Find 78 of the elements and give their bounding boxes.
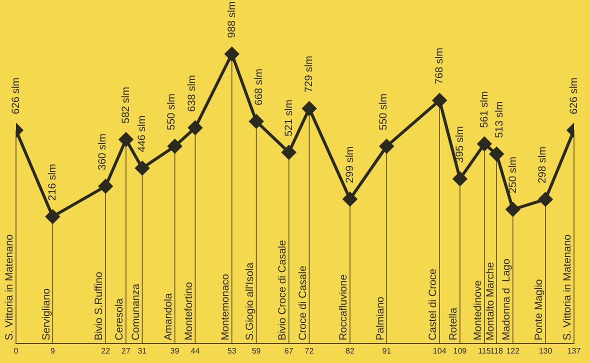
text: Bivio Croce di Casale (276, 240, 289, 340)
text: Rotella (448, 308, 460, 340)
text: Madonna d Lago (500, 258, 513, 340)
data-label: 550 slm (378, 93, 390, 130)
data-label: 360 slm (96, 133, 108, 170)
x-tick-label: 22 (101, 346, 111, 356)
data-label: 550 slm (166, 93, 178, 130)
data-label: 561 slm (478, 90, 490, 128)
data-label: 513 slm (494, 101, 506, 138)
x-tick-label: 53 (227, 346, 237, 356)
point (98, 179, 113, 194)
text: S. Vittoria in Matenano (562, 234, 574, 340)
point (490, 147, 504, 162)
data-label: 446 slm (136, 115, 148, 152)
text: Ceresola (114, 298, 126, 340)
x-tick-label: 118 (490, 346, 504, 356)
point (506, 202, 520, 216)
text: Castel di Croce (427, 268, 440, 340)
data-label: 626 slm (568, 77, 580, 114)
point (118, 132, 133, 147)
data-label: 299 slm (344, 146, 356, 184)
text: Palmiano (374, 296, 386, 340)
text: Montefortino (182, 282, 195, 340)
x-tick-label: 31 (138, 346, 148, 356)
data-label: 626 slm (10, 77, 22, 114)
data-label: 668 slm (253, 68, 266, 106)
text: Amandola (162, 292, 174, 340)
text: Bivio S.Ruffino (93, 272, 106, 340)
x-tick-label: 91 (382, 346, 392, 356)
data-label: 395 slm (454, 126, 466, 163)
text: Montemonaco (220, 274, 232, 340)
x-tick-label: 67 (284, 346, 294, 356)
data-label: 988 slm (226, 0, 238, 38)
data-label: 216 slm (46, 164, 59, 201)
x-tick-label: 0 (14, 346, 19, 356)
x-tick-label: 104 (432, 346, 447, 356)
point (538, 192, 552, 206)
text: Croce di Casale (296, 266, 309, 340)
text: Ponte Maglio (533, 278, 546, 340)
data-label: 729 slm (303, 56, 316, 93)
point (168, 139, 182, 154)
text: Montedinove (472, 280, 484, 340)
text: Montalto Marche (484, 262, 496, 340)
point (432, 93, 447, 108)
x-tick-label: 44 (190, 346, 200, 356)
x-tick-label: 122 (506, 346, 520, 356)
x-tick-label: 39 (170, 346, 180, 356)
data-label: 768 slm (433, 47, 446, 84)
point (188, 120, 202, 135)
x-tick-label: 137 (567, 346, 582, 356)
data-label: 638 slm (186, 74, 198, 112)
x-tick-label: 115 (478, 346, 492, 356)
x-tick-label: 109 (453, 346, 468, 356)
point (302, 102, 316, 116)
data-label: 298 slm (536, 146, 548, 184)
text: S.Giogio all'Isola (244, 262, 256, 340)
text: Roccafluvione (338, 274, 350, 340)
point (282, 145, 296, 160)
x-tick-label: 59 (252, 346, 262, 356)
text: Servigliano (40, 288, 52, 340)
point (249, 114, 264, 128)
point (224, 47, 239, 61)
data-label: 582 slm (120, 86, 132, 124)
x-tick-label: 72 (304, 346, 314, 356)
point (342, 192, 357, 206)
x-tick-label: 27 (122, 346, 131, 356)
text: S. Vittoria in Matenano (4, 234, 16, 340)
point (380, 139, 394, 154)
x-tick-label: 82 (346, 346, 355, 356)
data-label: 521 slm (282, 99, 295, 136)
point (135, 161, 150, 176)
point (46, 210, 60, 224)
x-tick-label: 130 (538, 346, 553, 356)
text: Comunanza (130, 284, 142, 340)
point (477, 136, 492, 151)
x-tick-label: 9 (50, 346, 56, 356)
point (452, 172, 467, 186)
data-label: 250 slm (506, 156, 519, 194)
